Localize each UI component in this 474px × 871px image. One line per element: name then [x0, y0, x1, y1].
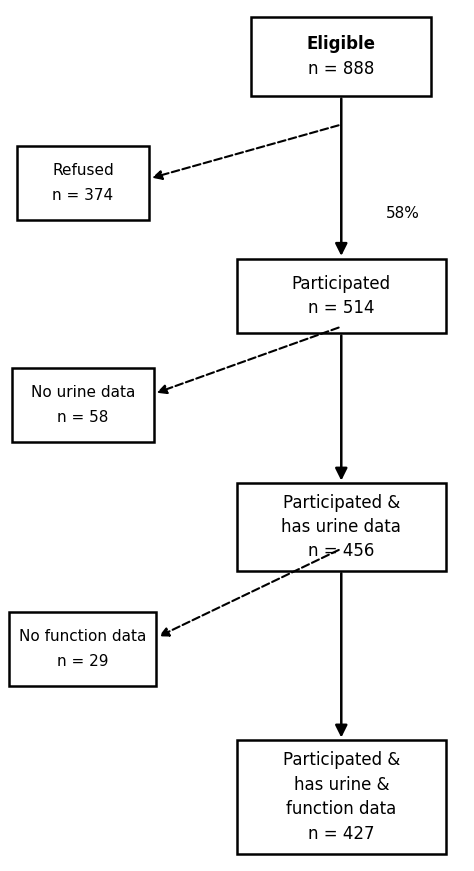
Text: has urine &: has urine & — [293, 776, 389, 793]
Text: n = 427: n = 427 — [308, 825, 374, 842]
FancyBboxPatch shape — [237, 483, 446, 571]
Text: n = 29: n = 29 — [57, 653, 109, 669]
FancyBboxPatch shape — [17, 146, 149, 220]
Text: n = 374: n = 374 — [53, 187, 113, 203]
Text: n = 456: n = 456 — [308, 543, 374, 560]
Text: n = 888: n = 888 — [308, 60, 374, 78]
FancyBboxPatch shape — [237, 260, 446, 333]
FancyBboxPatch shape — [9, 612, 156, 686]
Text: has urine data: has urine data — [282, 518, 401, 536]
FancyBboxPatch shape — [237, 740, 446, 854]
FancyBboxPatch shape — [12, 368, 154, 442]
Text: Refused: Refused — [52, 163, 114, 179]
Text: Eligible: Eligible — [307, 36, 376, 53]
Text: Participated &: Participated & — [283, 494, 400, 511]
Text: No urine data: No urine data — [31, 385, 135, 401]
Text: No function data: No function data — [19, 629, 146, 645]
Text: Participated &: Participated & — [283, 752, 400, 769]
Text: Participated: Participated — [292, 275, 391, 293]
FancyBboxPatch shape — [251, 17, 431, 96]
Text: 58%: 58% — [386, 206, 420, 221]
Text: function data: function data — [286, 800, 396, 818]
Text: n = 58: n = 58 — [57, 409, 109, 425]
Text: n = 514: n = 514 — [308, 300, 374, 317]
